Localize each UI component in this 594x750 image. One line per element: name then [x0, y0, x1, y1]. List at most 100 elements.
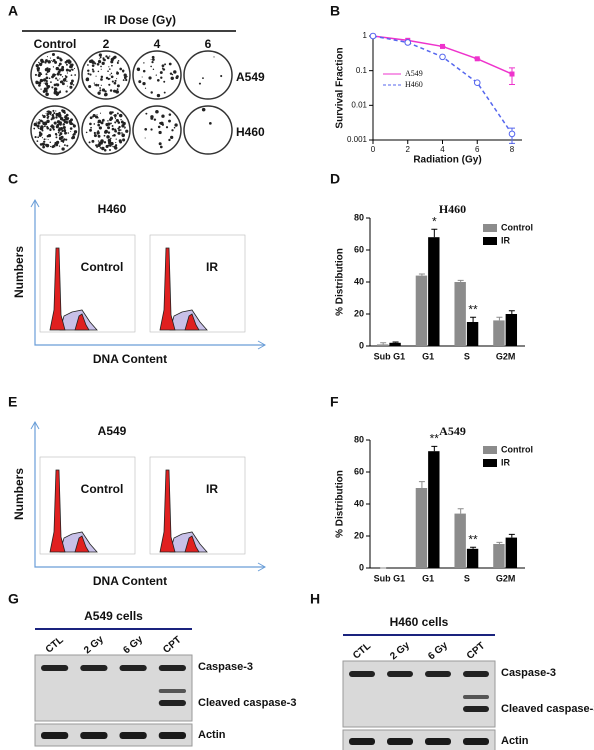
colony — [51, 75, 54, 79]
colony — [37, 136, 40, 139]
colony — [87, 70, 89, 72]
colony — [152, 68, 155, 71]
bar — [505, 537, 518, 568]
colony — [88, 84, 92, 89]
colony — [123, 73, 127, 77]
colony — [109, 116, 114, 120]
colony — [66, 144, 69, 147]
colony — [116, 78, 118, 80]
colony — [63, 120, 67, 124]
x-tick-label: 6 — [475, 145, 480, 154]
colony — [63, 117, 65, 119]
arrow — [30, 198, 267, 350]
colony — [109, 55, 111, 57]
colony — [74, 74, 77, 76]
y-axis-label: Numbers — [12, 246, 26, 298]
y-tick-label: 0.01 — [351, 100, 367, 109]
colony — [89, 122, 92, 126]
colony — [119, 129, 122, 131]
colony — [155, 74, 157, 76]
colony — [122, 79, 125, 81]
g1-peak — [159, 247, 176, 331]
g1-peak — [49, 469, 66, 553]
colony — [49, 141, 52, 143]
colony — [53, 75, 55, 77]
colony — [59, 126, 64, 131]
significance: ** — [468, 532, 478, 546]
colony — [115, 130, 117, 133]
colony — [104, 130, 108, 134]
lane-label: 6 Gy — [426, 640, 450, 663]
blot-title: H460 cells — [390, 615, 449, 629]
colony — [63, 144, 66, 147]
colony — [70, 130, 72, 132]
marker — [473, 79, 481, 86]
colony — [107, 126, 111, 130]
x-axis-label: DNA Content — [93, 574, 167, 588]
colony — [89, 116, 93, 120]
colony — [55, 140, 60, 145]
lane-label: 2 Gy — [388, 640, 412, 663]
colony — [161, 114, 165, 118]
band — [41, 665, 69, 671]
x-tick-label: S — [464, 351, 470, 361]
g1-peak — [159, 469, 176, 553]
colony — [107, 144, 110, 147]
colony — [69, 85, 73, 89]
colony — [119, 140, 123, 144]
colony — [163, 91, 166, 94]
colony — [106, 56, 110, 60]
bar — [505, 314, 518, 346]
colony — [45, 76, 49, 80]
colony — [51, 124, 54, 127]
colony — [122, 138, 126, 142]
colony — [100, 56, 102, 58]
colony — [161, 64, 165, 68]
x-tick-label: S — [464, 573, 470, 583]
colony — [115, 90, 119, 94]
colony — [39, 143, 43, 146]
error-bar — [508, 533, 515, 538]
band-label: Actin — [198, 729, 226, 741]
band — [463, 671, 489, 677]
colony — [114, 121, 117, 124]
colony — [45, 92, 49, 97]
colony — [66, 72, 69, 74]
colony — [58, 128, 60, 130]
colony — [103, 93, 108, 97]
colony — [101, 61, 105, 66]
colony — [47, 115, 50, 118]
colony — [56, 83, 60, 87]
colony — [65, 90, 68, 93]
error-bar — [470, 316, 477, 322]
colony — [61, 65, 65, 69]
colony — [59, 78, 61, 80]
panel-label: A — [8, 3, 18, 19]
colony — [62, 78, 67, 82]
colony — [65, 138, 68, 141]
colony — [63, 138, 66, 141]
colony — [165, 126, 169, 129]
y-tick-label: 40 — [354, 498, 364, 508]
colony — [103, 141, 107, 144]
flow-title: A549 — [98, 424, 127, 438]
colony — [40, 120, 42, 122]
colony — [110, 111, 112, 113]
y-tick-label: 20 — [354, 530, 364, 540]
bar — [415, 488, 428, 568]
colony — [46, 56, 48, 58]
colony — [72, 124, 76, 128]
dish — [183, 50, 233, 100]
colony — [42, 90, 46, 93]
colony — [35, 63, 39, 68]
colony — [97, 116, 99, 119]
colony — [43, 138, 46, 141]
colony — [38, 67, 40, 69]
colony — [111, 80, 114, 83]
colony — [144, 87, 147, 89]
colony — [33, 127, 35, 130]
colony — [155, 109, 159, 114]
colony — [176, 75, 179, 78]
chart-title: H460 — [439, 202, 466, 216]
y-axis-label: % Distribution — [335, 470, 346, 538]
